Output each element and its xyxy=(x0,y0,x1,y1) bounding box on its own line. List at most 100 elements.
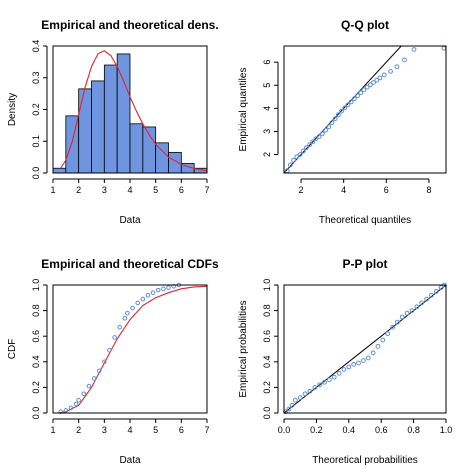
plot-area xyxy=(58,282,208,415)
plot-area xyxy=(284,45,447,174)
pp-point xyxy=(289,402,295,408)
panel-1: Empirical and theoretical dens. 1 2 3 4 5 6 7 0.… xyxy=(7,18,219,226)
x-tick-label: 1 xyxy=(50,185,55,195)
pp-point xyxy=(365,355,371,361)
cdf-point xyxy=(73,401,79,407)
y-tick-label: 1.0 xyxy=(31,279,41,292)
cdf-point xyxy=(81,391,87,397)
cdf-point xyxy=(91,376,97,381)
plot-box xyxy=(52,284,208,414)
qq-point xyxy=(316,134,322,139)
plot-area xyxy=(283,282,447,415)
cdf-point xyxy=(125,310,130,316)
y-tick-label: 4 xyxy=(262,106,272,111)
pp-point xyxy=(414,304,420,310)
pp-point xyxy=(336,370,342,376)
cdf-point xyxy=(145,292,151,298)
density-curve xyxy=(60,50,208,172)
cdf-point xyxy=(130,305,135,311)
qq-point xyxy=(377,75,383,81)
pp-point xyxy=(297,395,303,401)
qq-point xyxy=(355,93,360,99)
qq-point xyxy=(335,112,341,118)
plot-box xyxy=(283,284,447,414)
x-tick-label: 7 xyxy=(204,425,209,435)
qq-point xyxy=(361,87,367,93)
cdf-point xyxy=(166,285,171,290)
x-tick-label: 4 xyxy=(127,425,132,435)
y-tick-label: 0.4 xyxy=(262,356,272,369)
pp-point xyxy=(326,377,332,383)
pp-point xyxy=(322,379,327,385)
x-tick-label: 0.0 xyxy=(278,425,291,435)
qq-point xyxy=(294,154,300,160)
pp-point xyxy=(307,388,313,394)
pp-point xyxy=(331,374,337,380)
pp-point xyxy=(395,319,400,325)
cdf-point xyxy=(150,290,156,295)
x-tick-label: 2 xyxy=(299,185,304,195)
qq-point xyxy=(348,99,354,105)
pp-point xyxy=(385,331,391,337)
cdf-point xyxy=(63,408,69,413)
y-tick-label: 0.0 xyxy=(262,407,272,420)
y-tick-label: 5 xyxy=(262,83,272,88)
qq-point xyxy=(402,57,407,63)
pp-point xyxy=(341,367,347,372)
qq-point xyxy=(332,116,338,122)
y-tick-label: 0.0 xyxy=(31,167,41,180)
qq-point xyxy=(310,139,316,145)
y-tick-label: 2 xyxy=(262,152,272,157)
y-tick-label: 0.6 xyxy=(262,330,272,343)
pp-point xyxy=(351,361,357,367)
panel-3: Empirical and theoretical CDFs 1 2 3 4 5 6 7 0.0… xyxy=(7,257,219,466)
y-axis-label: Empirical probabilities xyxy=(238,300,249,397)
qq-point xyxy=(388,69,393,74)
cdf-point xyxy=(122,315,128,321)
y-tick-label: 0.4 xyxy=(31,356,41,369)
cdf-point xyxy=(107,347,112,353)
y-tick-label: 0.2 xyxy=(262,381,272,394)
y-axis-label: Density xyxy=(7,93,18,126)
reference-line xyxy=(284,285,446,413)
x-axis-label: Theoretical probabilities xyxy=(312,455,418,466)
pp-point xyxy=(438,285,444,290)
cdf-point xyxy=(135,300,140,306)
y-tick-label: 1.0 xyxy=(262,279,272,292)
cdf-point xyxy=(102,359,107,365)
y-tick-label: 0.2 xyxy=(31,381,41,394)
qq-point xyxy=(313,136,319,142)
cdf-point xyxy=(112,335,117,340)
histogram-bar xyxy=(103,64,118,174)
chart-title: Empirical and theoretical dens. xyxy=(41,18,218,32)
cdf-point xyxy=(161,286,166,292)
x-tick-label: 5 xyxy=(153,425,158,435)
x-tick-label: 2 xyxy=(76,185,81,195)
qq-point xyxy=(287,162,293,168)
x-tick-label: 0.6 xyxy=(375,425,388,435)
histogram-bar xyxy=(91,80,105,174)
qq-point xyxy=(291,157,296,163)
x-tick-label: 5 xyxy=(153,185,158,195)
pp-point xyxy=(317,382,323,388)
x-axis-label: Data xyxy=(119,215,141,226)
cdf-point xyxy=(58,409,64,415)
qq-point xyxy=(367,82,373,88)
plot-box xyxy=(52,45,208,174)
x-tick-label: 3 xyxy=(102,425,107,435)
cdf-point xyxy=(140,296,146,302)
chart-title: Q-Q plot xyxy=(341,18,389,32)
pp-point xyxy=(302,391,308,397)
histogram-bar xyxy=(168,151,182,174)
y-tick-label: 0.3 xyxy=(31,71,41,84)
pp-point xyxy=(286,406,292,412)
x-axis-label: Data xyxy=(119,455,141,466)
qq-point xyxy=(300,148,306,154)
y-axis-label: Empirical quantiles xyxy=(238,68,249,152)
qq-point xyxy=(297,152,303,157)
qq-point xyxy=(371,80,376,85)
cdf-point xyxy=(155,287,161,293)
histogram-bar xyxy=(78,88,92,174)
qq-point xyxy=(345,102,351,108)
